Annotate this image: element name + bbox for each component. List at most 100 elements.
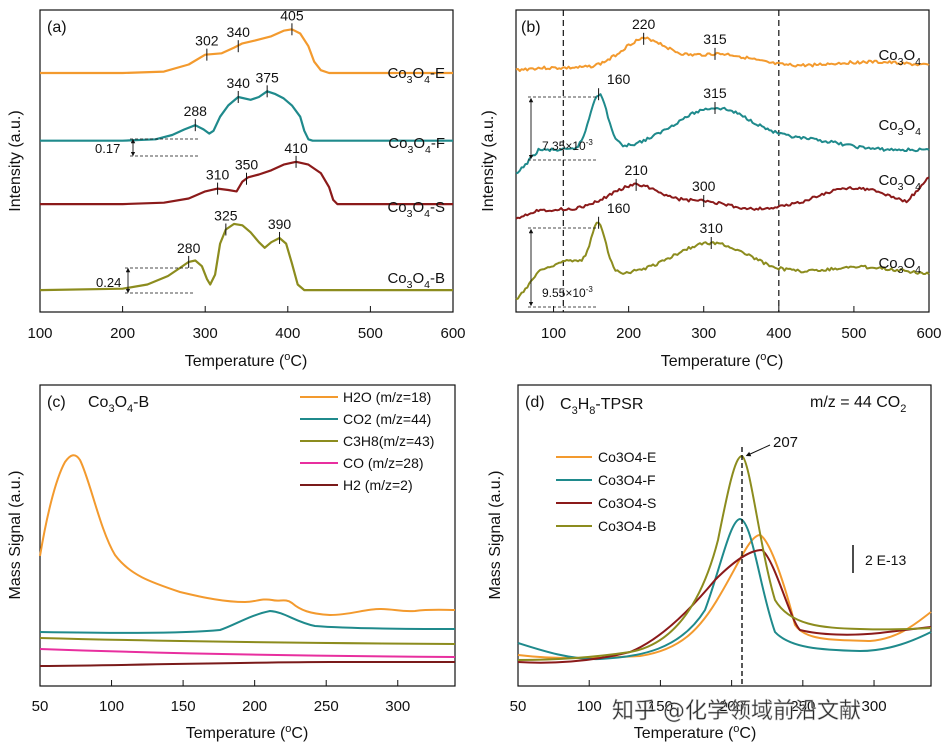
panel-c-x-axis: 50 100 150 200 250 300: [32, 680, 410, 715]
panel-c-ylabel: Mass Signal (a.u.): [7, 471, 24, 600]
peak-label-b-220: 220: [632, 16, 656, 32]
curve-Co3O4-F: [515, 93, 930, 175]
panel-b-peak-labels: 220 315 160 315 210 300 160 310: [598, 16, 727, 249]
peak-207-arrow: [745, 444, 771, 457]
panel-b-annotation-b: 9.55×10-3: [528, 227, 596, 308]
peak-label-340: 340: [227, 75, 251, 91]
panel-c-label: (c): [47, 394, 66, 411]
panel-a-series-names: Co3O4-E Co3O4-F Co3O4-S Co3O4-B: [387, 65, 445, 291]
x-tick-label-100: 100: [99, 698, 124, 715]
curve-Co3O4-E: [40, 28, 453, 75]
x-tick-label-250: 250: [790, 698, 815, 715]
curve-Co3O4-E: [515, 36, 930, 72]
panel-d-legend: Co3O4-E Co3O4-F Co3O4-S Co3O4-B: [556, 449, 656, 534]
panel-d-frame: [517, 384, 932, 687]
curve-Co3O4-S: [515, 176, 930, 220]
panel-b-series-names: Co3O4 Co3O4 Co3O4 Co3O4: [878, 47, 921, 276]
x-tick-label-400: 400: [766, 325, 791, 342]
peak-label-340: 340: [227, 24, 251, 40]
x-tick-label-300: 300: [691, 325, 716, 342]
panel-b-ylabel: Intensity (a.u.): [480, 110, 497, 211]
legend-label-0: H2O (m/z=18): [343, 389, 431, 405]
legend-label-2: C3H8(m/z=43): [343, 433, 434, 449]
panel-c-title: Co3O4-B: [88, 394, 149, 415]
panel-a-annotation-b: 0.24: [96, 267, 195, 294]
watermark: 知乎 @化学领域前沿文献: [612, 699, 861, 724]
panel-c-frame: [39, 384, 456, 687]
x-tick-label-300: 300: [385, 698, 410, 715]
x-tick-label-150: 150: [648, 698, 673, 715]
peak-label-390: 390: [268, 216, 292, 232]
peak-label-350: 350: [235, 157, 259, 173]
panel-a-label: (a): [47, 19, 67, 36]
series-name-Co3O4-S: Co3O4-S: [387, 199, 445, 220]
x-tick-label-500: 500: [358, 325, 383, 342]
peak-label-325: 325: [214, 208, 238, 224]
series-name-Co3O4-E: Co3O4-E: [387, 65, 445, 86]
panel-b-annotation-f: 7.35×10-3: [528, 96, 596, 161]
x-tick-label-300: 300: [862, 698, 887, 715]
curve-c3h8: [39, 637, 456, 645]
panel-b-label: (b): [521, 19, 541, 36]
legend-label-d-0: Co3O4-E: [598, 449, 656, 465]
curve-co: [39, 648, 456, 658]
x-tick-label-500: 500: [841, 325, 866, 342]
peak-label-302: 302: [195, 33, 219, 49]
curve-h2: [39, 660, 455, 667]
curve-Co3O4-F: [40, 90, 453, 142]
panel-d-title: C3H8-TPSR: [560, 396, 643, 417]
panel-a-ylabel: Intensity (a.u.): [7, 110, 24, 211]
panel-d-label: (d): [525, 394, 545, 411]
scale-bar-label: 2 E-13: [865, 552, 906, 568]
legend-label-d-1: Co3O4-F: [598, 472, 656, 488]
x-tick-label-100: 100: [27, 325, 52, 342]
series-name-b-Co3O4-E: Co3O4: [878, 47, 921, 68]
x-tick-label-100: 100: [577, 698, 602, 715]
x-tick-label-300: 300: [193, 325, 218, 342]
series-name-Co3O4-F: Co3O4-F: [388, 135, 445, 156]
x-tick-label-600: 600: [916, 325, 941, 342]
panel-b: (b) 100 200 300 400 500 600 220 315 160 315 210 30…: [480, 9, 942, 370]
panel-c: (c) Co3O4-B 50 100 150 200 250 300 H2O (m/z=1…: [7, 384, 456, 742]
peak-label-b-315: 315: [703, 85, 727, 101]
peak-label-288: 288: [184, 103, 208, 119]
panel-b-curves: [515, 36, 930, 301]
panel-d-xlabel: Temperature (oC): [634, 723, 757, 742]
x-tick-label-250: 250: [314, 698, 339, 715]
peak-label-b-210: 210: [624, 162, 648, 178]
x-tick-label-100: 100: [541, 325, 566, 342]
peak-label-405: 405: [280, 7, 304, 23]
legend-label-3: CO (m/z=28): [343, 455, 424, 471]
x-tick-label-200: 200: [242, 698, 267, 715]
series-name-Co3O4-B: Co3O4-B: [387, 270, 445, 291]
x-tick-label-50: 50: [510, 698, 527, 715]
x-tick-label-50: 50: [32, 698, 49, 715]
panel-a-frame: [39, 9, 454, 313]
peak-label-b-300: 300: [692, 178, 716, 194]
panel-b-xlabel: Temperature (oC): [661, 351, 784, 370]
panel-d-x-axis: 50 100 150 200 250 300: [510, 680, 887, 715]
series-name-b-Co3O4-F: Co3O4: [878, 117, 921, 138]
peak-label-310: 310: [206, 167, 230, 183]
curve-Co3O4-S: [40, 160, 453, 206]
series-name-b-Co3O4-B: Co3O4: [878, 255, 921, 276]
peak-label-410: 410: [284, 140, 308, 156]
peak-label-b-310: 310: [700, 220, 724, 236]
series-name-b-Co3O4-S: Co3O4: [878, 172, 921, 193]
panel-c-legend: H2O (m/z=18) CO2 (m/z=44) C3H8(m/z=43) CO (…: [300, 389, 434, 493]
x-tick-label-200: 200: [616, 325, 641, 342]
peak-207-label: 207: [773, 434, 798, 451]
curve-h2o: [39, 454, 456, 617]
panel-d-subtitle: m/z = 44 CO2: [810, 394, 906, 415]
panel-b-frame: [515, 9, 930, 313]
panel-c-xlabel: Temperature (oC): [186, 723, 309, 742]
x-tick-label-400: 400: [275, 325, 300, 342]
peak-label-280: 280: [177, 240, 201, 256]
curve-co2: [39, 609, 456, 634]
x-tick-label-200: 200: [110, 325, 135, 342]
peak-label-b-160: 160: [607, 71, 631, 87]
panel-d-ylabel: Mass Signal (a.u.): [487, 471, 504, 600]
peak-label-b-315: 315: [703, 31, 727, 47]
